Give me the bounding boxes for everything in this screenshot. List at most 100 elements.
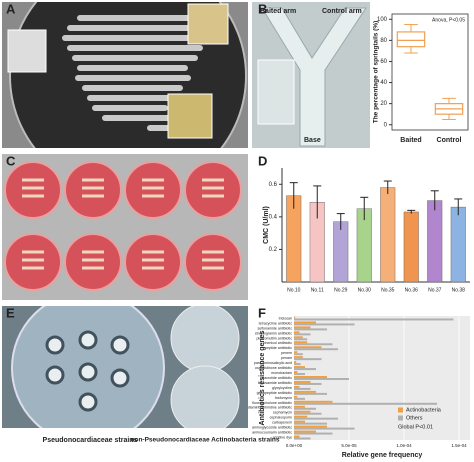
y-axis-label: Antibiotics resistance genes <box>259 330 266 425</box>
y-tick-label: 20 <box>380 101 387 107</box>
x-tick-label: 1.5e-04 <box>451 443 467 448</box>
photo-c <box>2 154 248 300</box>
panel-label: D <box>258 153 267 168</box>
bar <box>294 368 316 371</box>
bar <box>450 206 466 283</box>
bar <box>294 316 296 319</box>
bar <box>294 425 327 428</box>
photo-label: Baited arm <box>260 8 296 15</box>
bar <box>294 328 327 331</box>
y-tick-label: streptogramin antibiotic <box>255 331 292 335</box>
bar <box>294 341 308 344</box>
y-tick-label: 0.2 <box>269 247 278 253</box>
photo-label: Base <box>304 137 321 144</box>
bar <box>294 407 316 410</box>
bar <box>427 200 443 283</box>
bar <box>294 402 437 405</box>
y-tick-label: carbapenem <box>272 421 292 425</box>
bar <box>294 395 298 398</box>
y-tick-label: aminocoumarin antibiotic <box>252 431 292 435</box>
bar <box>294 412 322 415</box>
photo-caption: non-Pseudonocardiaceae Actinobacteria st… <box>131 437 280 444</box>
bar <box>294 390 316 393</box>
bar <box>294 338 308 341</box>
x-tick-label: No.29 <box>334 287 348 293</box>
y-tick-label: peptide antibiotic <box>265 346 292 350</box>
panel-label: C <box>6 153 16 168</box>
bar <box>294 366 305 369</box>
bar <box>294 422 327 425</box>
y-tick-label: 80 <box>380 38 387 44</box>
x-tick-label: No.11 <box>311 287 324 293</box>
legend-swatch <box>398 415 403 421</box>
photo-a <box>2 2 248 148</box>
bar <box>294 405 305 408</box>
bar <box>294 323 355 326</box>
y-tick-label: glycopeptide antibiotic <box>257 391 293 395</box>
y-tick-label: 60 <box>380 59 387 65</box>
bar <box>294 417 338 420</box>
bar <box>294 382 322 385</box>
bar <box>294 348 338 351</box>
y-tick-label: macrolide antibiotic <box>261 376 292 380</box>
photo-e <box>2 306 248 428</box>
bar <box>294 333 311 336</box>
y-tick-label: penam <box>281 356 292 360</box>
bar <box>294 378 349 380</box>
bar <box>294 343 333 346</box>
bar <box>294 385 300 388</box>
y-tick-label: fluoroquinolone antibiotic <box>252 401 292 405</box>
legend-label: Actinobacteria <box>406 407 442 413</box>
bar <box>294 437 311 440</box>
y-tick-label: triclosan <box>279 316 292 320</box>
bar <box>294 400 333 403</box>
bar <box>294 353 303 356</box>
annotation: Anova, P<0.05 <box>432 17 465 23</box>
panel-label: E <box>6 305 15 320</box>
bar <box>294 420 305 423</box>
bar <box>294 415 308 418</box>
bar <box>294 387 311 390</box>
x-tick-label: No.36 <box>405 287 419 293</box>
x-tick-label: No.10 <box>287 287 301 293</box>
box <box>396 31 426 48</box>
bar <box>294 326 311 329</box>
bar <box>294 380 311 383</box>
y-tick-label: lincosamide antibiotic <box>258 381 292 385</box>
bar <box>403 211 419 283</box>
x-tick-label: Control <box>437 137 462 144</box>
y-axis-label: CMC (U/ml) <box>263 206 270 244</box>
bar <box>294 358 322 361</box>
annotation: Global P<0.01 <box>398 424 433 430</box>
bar <box>294 346 322 349</box>
bar <box>333 221 349 283</box>
bar <box>294 318 454 321</box>
x-tick-label: 0.0e+00 <box>286 443 303 448</box>
bar <box>294 397 305 400</box>
bar <box>294 435 300 438</box>
bar <box>294 373 305 376</box>
y-tick-label: 0 <box>384 122 388 128</box>
bar <box>294 371 298 374</box>
y-tick-label: phenicol antibiotic <box>263 341 292 345</box>
plot-frame <box>391 13 469 131</box>
panel-label: A <box>6 1 16 16</box>
bar <box>294 361 297 364</box>
legend-swatch <box>398 407 403 413</box>
y-tick-label: cephamycin <box>273 411 292 415</box>
y-tick-label: pleuromutilin antibiotic <box>256 336 292 340</box>
y-tick-label: 0.6 <box>269 182 278 188</box>
y-tick-label: para-aminosalicylic acid <box>254 361 292 365</box>
y-tick-label: fosfomycin <box>275 396 292 400</box>
x-tick-label: No.30 <box>358 287 372 293</box>
legend-label: Others <box>406 415 423 421</box>
y-tick-label: 40 <box>380 80 387 86</box>
bar <box>294 410 311 413</box>
bar <box>294 432 333 435</box>
photo-label: Control arm <box>322 8 362 15</box>
y-tick-label: 100 <box>377 17 388 23</box>
x-tick-label: 1.0e-04 <box>396 443 412 448</box>
y-tick-label: cephalosporin <box>270 416 292 420</box>
photo-b <box>252 2 370 148</box>
